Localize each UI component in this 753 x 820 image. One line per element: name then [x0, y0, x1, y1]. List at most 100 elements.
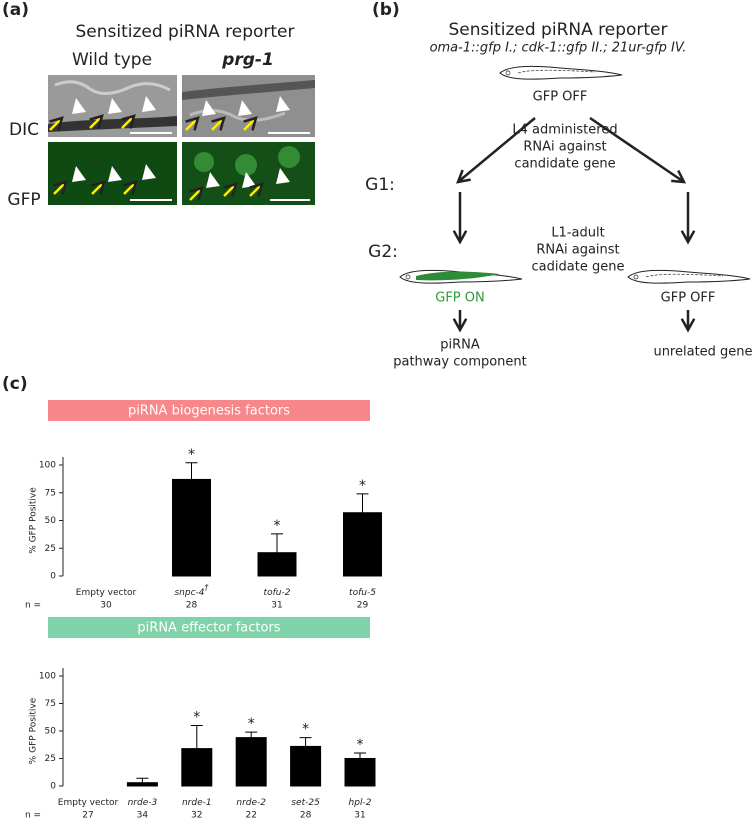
column-label: prg-1	[221, 50, 274, 70]
x-tick-label: nrde-3	[128, 798, 158, 808]
y-tick-label: 0	[50, 572, 56, 582]
banner	[48, 617, 370, 638]
treatment-line: L4 administered	[512, 123, 617, 138]
significance: *	[357, 737, 364, 753]
x-tick-label: tofu-2	[264, 588, 291, 598]
significance: *	[193, 710, 200, 726]
y-tick-label: 100	[39, 461, 56, 471]
generation-label: G2:	[368, 242, 398, 262]
y-tick-label: 75	[45, 488, 56, 498]
error-bar	[190, 725, 203, 749]
n-value: 22	[245, 811, 256, 820]
n-value: 34	[137, 811, 149, 820]
significance: *	[248, 716, 255, 732]
y-axis-label: % GFP Positive	[29, 697, 39, 764]
error-bar	[356, 493, 369, 513]
error-bar	[136, 777, 149, 783]
arrows	[458, 116, 688, 330]
treatment-line: cadidate gene	[532, 260, 625, 275]
significance: *	[302, 722, 309, 738]
category: nrde-2	[236, 798, 266, 808]
row-label: DIC	[9, 120, 39, 140]
category: Empty vector	[76, 588, 137, 598]
category: nrde-1	[182, 798, 212, 808]
error-bar	[299, 737, 312, 747]
state-label: GFP OFF	[533, 90, 588, 105]
treatment-line: L1-adult	[551, 226, 604, 241]
bar	[172, 478, 211, 577]
bar	[343, 512, 382, 577]
generation-label: G1:	[365, 175, 395, 195]
state-label: GFP ON	[435, 291, 484, 306]
x-tick-label: set-25	[291, 798, 320, 808]
banner	[48, 400, 370, 421]
n-value: 28	[300, 811, 312, 820]
treatment-line: candidate gene	[514, 157, 615, 172]
column-label: Wild type	[72, 50, 152, 70]
outcome: pathway component	[393, 355, 527, 370]
outcome: piRNA	[440, 338, 480, 353]
x-tick-label: nrde-2	[236, 798, 266, 808]
outcome: unrelated gene	[653, 345, 752, 360]
state-label: GFP OFF	[661, 291, 716, 306]
n-value: 30	[100, 601, 112, 611]
x-tick-label: Empty vector	[76, 588, 137, 598]
row-label: GFP	[7, 190, 40, 210]
treatment-line: RNAi against	[523, 140, 606, 155]
y-tick-label: 0	[50, 782, 56, 792]
category: snpc-4	[174, 588, 204, 598]
n-value: 28	[186, 601, 198, 611]
n-value: 29	[357, 601, 369, 611]
genotype: oma-1::gfp I.; cdk-1::gfp II.; 21ur-gfp …	[430, 41, 687, 56]
x-tick-label: Empty vector	[58, 798, 119, 808]
category: nrde-3	[128, 798, 158, 808]
n-value: 31	[271, 601, 282, 611]
x-tick-label: nrde-1	[182, 798, 212, 808]
significance: *	[274, 518, 281, 534]
panel-title: Sensitized piRNA reporter	[448, 20, 667, 40]
category: tofu-2	[264, 588, 291, 598]
treatment-line: RNAi against	[536, 243, 619, 258]
bar	[290, 745, 322, 787]
n-value: 31	[354, 811, 365, 820]
y-tick-label: 50	[45, 727, 57, 737]
y-tick-label: 75	[45, 699, 56, 709]
y-tick-label: 100	[39, 672, 56, 682]
chart-title: piRNA biogenesis factors	[128, 404, 290, 419]
error-bar	[271, 533, 283, 553]
category: Empty vector	[58, 798, 119, 808]
bar	[344, 758, 376, 787]
worm-gfp-on	[399, 269, 523, 284]
y-tick-label: 25	[45, 754, 56, 764]
significance: *	[359, 478, 366, 494]
n-value: 32	[191, 811, 202, 820]
x-tick-label: hpl-2	[349, 798, 372, 808]
panel-title: Sensitized piRNA reporter	[75, 22, 294, 42]
category: tofu-5	[349, 588, 376, 598]
error-bar	[354, 752, 366, 759]
bar	[257, 552, 297, 577]
error-bar	[245, 731, 258, 738]
y-tick-label: 25	[45, 544, 56, 554]
category: hpl-2	[349, 798, 372, 808]
chart-title: piRNA effector factors	[137, 621, 280, 636]
category: set-25	[291, 798, 320, 808]
bar	[126, 782, 158, 787]
n-value: 27	[82, 811, 93, 820]
n-label: n =	[25, 811, 41, 820]
bar	[235, 737, 267, 787]
superscript: †	[205, 583, 210, 592]
x-tick-label: tofu-5	[349, 588, 376, 598]
x-tick-label: snpc-4†	[174, 583, 209, 598]
micrographs	[48, 75, 315, 205]
significance: *	[188, 447, 195, 463]
y-tick-label: 50	[45, 516, 57, 526]
y-axis-label: % GFP Positive	[29, 487, 39, 554]
n-label: n =	[25, 601, 41, 611]
error-bar	[185, 462, 198, 480]
panel-label: (b)	[372, 0, 400, 20]
panel-label: (c)	[2, 374, 28, 394]
bar	[181, 748, 213, 787]
panel-label: (a)	[2, 0, 29, 20]
